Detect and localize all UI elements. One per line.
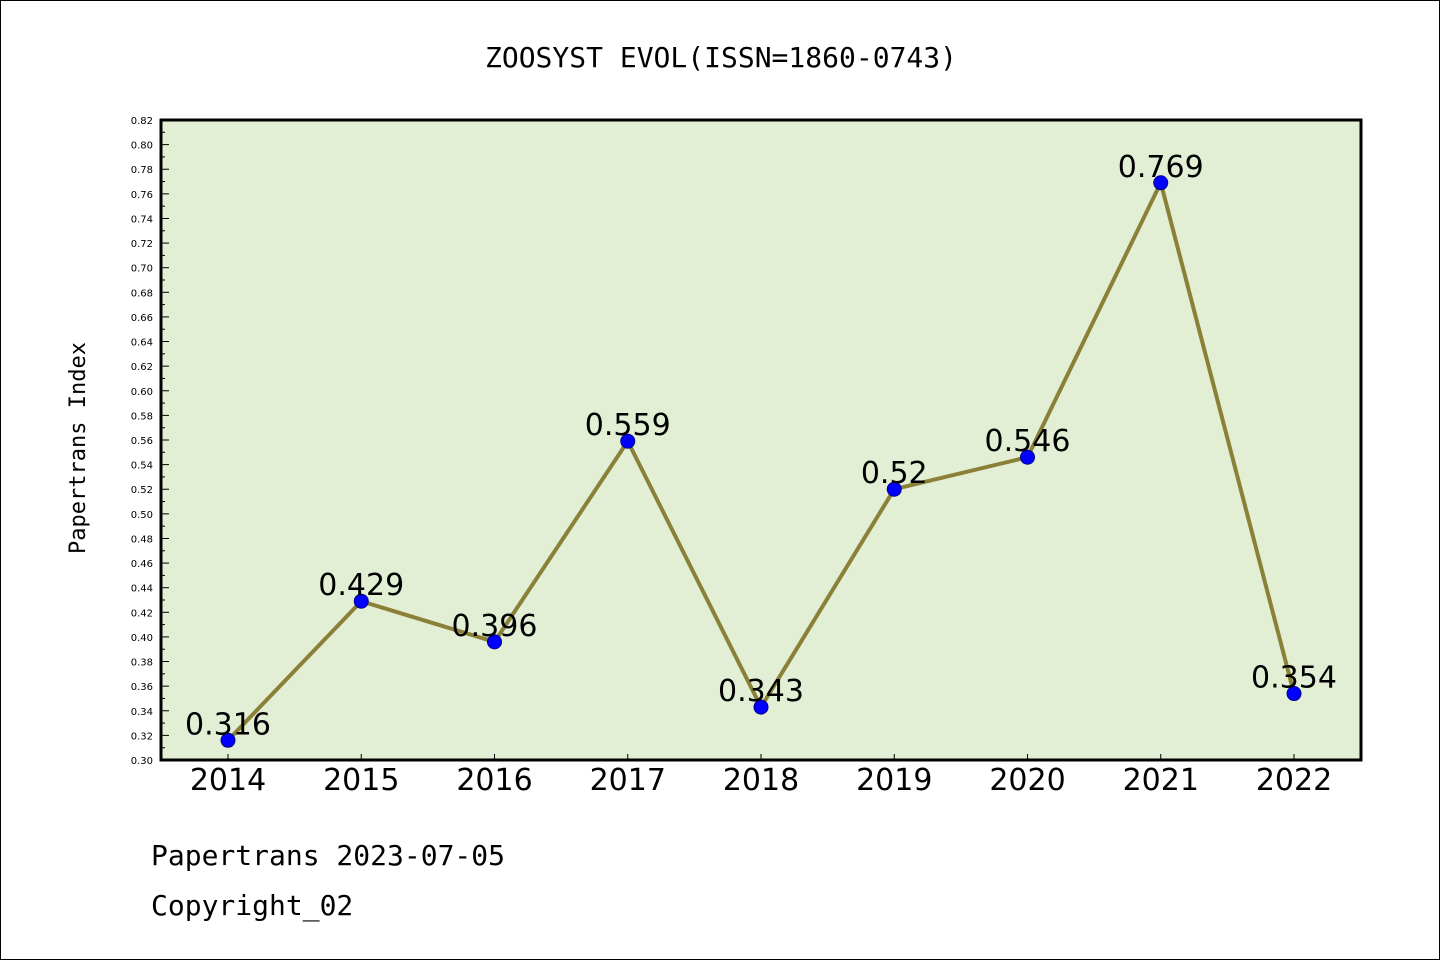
data-point	[487, 634, 502, 650]
y-tick-label: 0.72	[131, 239, 153, 250]
data-label: 0.429	[318, 568, 404, 603]
data-point	[753, 699, 769, 715]
x-tick-label: 2014	[190, 763, 266, 798]
plot-area	[159, 118, 1363, 762]
x-tick-label: 2022	[1256, 763, 1332, 798]
x-tick-label: 2017	[590, 763, 666, 798]
y-tick-label: 0.80	[131, 141, 153, 152]
data-point	[1020, 449, 1035, 465]
data-label: 0.343	[718, 674, 804, 709]
data-label: 0.559	[585, 408, 671, 443]
x-tick-label: 2021	[1123, 763, 1199, 798]
x-tick-label: 2016	[456, 763, 532, 798]
y-axis-ticks: 0.30 0.32 0.34 0.36 0.38 0.40 0.42 0.44 0.46 0.48…	[131, 116, 169, 767]
data-point	[886, 481, 902, 497]
y-tick-label: 0.74	[131, 214, 153, 225]
y-tick-label: 0.76	[131, 190, 153, 201]
y-tick-label: 0.48	[131, 534, 153, 545]
y-tick-label: 0.68	[131, 288, 153, 299]
data-point	[220, 732, 236, 748]
y-tick-label: 0.70	[131, 264, 153, 275]
data-label: 0.52	[861, 456, 928, 491]
y-tick-label: 0.50	[131, 510, 153, 521]
x-tick-label: 2018	[723, 763, 799, 798]
data-label: 0.769	[1118, 150, 1204, 185]
data-label: 0.546	[985, 424, 1071, 459]
x-axis-ticks: 2014 2015 2016 2017 2018 2019 2020 2021 2022	[190, 754, 1332, 798]
y-tick-label: 0.52	[131, 485, 153, 496]
data-point	[1153, 175, 1169, 191]
data-labels: 0.316 0.429 0.396 0.559 0.343 0.52 0.546 0.769 0…	[185, 150, 1337, 743]
y-tick-label: 0.82	[131, 116, 153, 127]
x-tick-label: 2015	[323, 763, 399, 798]
y-tick-label: 0.38	[131, 658, 153, 669]
data-label: 0.354	[1251, 661, 1337, 696]
y-tick-label: 0.66	[131, 313, 153, 324]
y-tick-label: 0.40	[131, 633, 153, 644]
y-tick-label: 0.44	[131, 584, 153, 595]
y-tick-label: 0.60	[131, 387, 153, 398]
y-tick-label: 0.30	[131, 756, 153, 767]
footer-date: Papertrans 2023-07-05	[151, 839, 505, 872]
y-tick-label: 0.62	[131, 362, 153, 373]
x-tick-label: 2019	[856, 763, 932, 798]
data-label: 0.316	[185, 707, 271, 742]
y-tick-label: 0.56	[131, 436, 153, 447]
y-tick-label: 0.46	[131, 559, 153, 570]
y-tick-label: 0.58	[131, 411, 153, 422]
y-tick-label: 0.32	[131, 731, 153, 742]
data-label: 0.396	[452, 609, 538, 644]
x-tick-label: 2020	[989, 763, 1065, 798]
y-tick-label: 0.36	[131, 682, 153, 693]
data-point	[353, 593, 369, 609]
data-point	[1286, 686, 1302, 702]
data-point	[620, 433, 636, 449]
data-series	[220, 175, 1302, 748]
y-tick-label: 0.78	[131, 165, 153, 176]
y-tick-label: 0.34	[131, 707, 153, 718]
chart-title: ZOOSYST EVOL(ISSN=1860-0743)	[485, 41, 957, 74]
y-tick-label: 0.54	[131, 461, 153, 472]
footer-copyright: Copyright_02	[151, 889, 353, 923]
y-tick-label: 0.64	[131, 338, 153, 349]
y-axis-label: Papertrans Index	[66, 342, 91, 554]
y-tick-label: 0.42	[131, 608, 153, 619]
